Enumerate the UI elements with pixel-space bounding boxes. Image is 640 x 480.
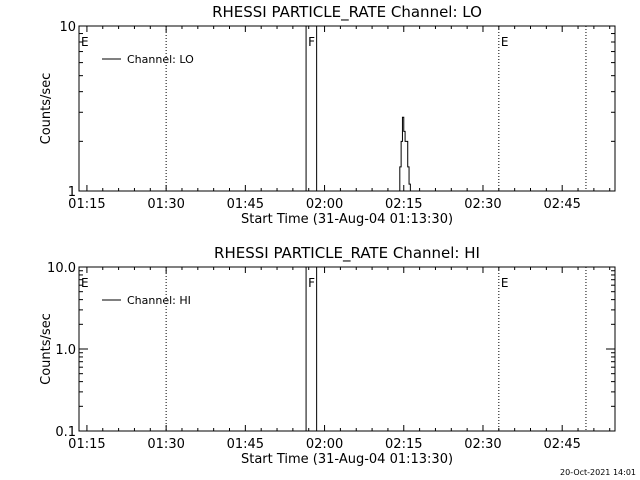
panel-1-x-tick-label: 02:15 — [385, 197, 422, 212]
panel-2-x-tick-label: 02:15 — [385, 437, 422, 452]
panel-2-plot-frame — [78, 266, 616, 432]
panel-1-y-tick-label: 10 — [59, 20, 76, 35]
panel-2-x-tick-label: 01:30 — [147, 437, 184, 452]
panel-1-marker-label-3: F — [308, 35, 315, 49]
panel-1-series-line — [79, 116, 615, 192]
panel-2-x-tick-label: 01:45 — [227, 437, 264, 452]
panel-1-plot-frame — [78, 25, 616, 192]
footer-timestamp: 20-Oct-2021 14:01 — [560, 468, 636, 477]
panel-2-y-axis-label: Counts/sec — [39, 313, 54, 385]
panel-1-marker-label-1: E — [81, 35, 89, 49]
panel-2-marker-label-1: E — [81, 276, 89, 290]
panel-2-x-axis-label: Start Time (31-Aug-04 01:13:30) — [241, 452, 453, 467]
panel-1-x-tick-label: 01:15 — [68, 197, 105, 212]
panel-2-x-tick-label: 02:00 — [306, 437, 343, 452]
panel-2-legend-label: Channel: HI — [127, 294, 191, 307]
panel-1-y-axis-label: Counts/sec — [39, 73, 54, 145]
panel-2-x-tick-label: 02:45 — [543, 437, 580, 452]
panel-1-x-tick-label: 02:45 — [543, 197, 580, 212]
panel-2-x-tick-label: 01:15 — [68, 437, 105, 452]
panel-1-x-tick-label: 02:00 — [306, 197, 343, 212]
panel-2-y-tick-label: 10.0 — [47, 261, 76, 276]
panel-1-marker-label-5: E — [501, 35, 509, 49]
panel-1-legend-label: Channel: LO — [127, 53, 194, 66]
panel-2-marker-label-3: F — [308, 276, 315, 290]
panel-1-x-axis-label: Start Time (31-Aug-04 01:13:30) — [241, 212, 453, 227]
panel-2-y-tick-label: 1.0 — [55, 343, 76, 358]
panel-1-x-tick-label: 01:45 — [227, 197, 264, 212]
panel-1-y-tick-label: 1 — [68, 185, 76, 200]
panel-1-x-tick-label: 01:30 — [147, 197, 184, 212]
panel-2-title: RHESSI PARTICLE_RATE Channel: HI — [214, 244, 480, 263]
panel-2-y-tick-label: 0.1 — [55, 425, 76, 440]
panel-2-marker-label-5: E — [501, 276, 509, 290]
panel-1-title: RHESSI PARTICLE_RATE Channel: LO — [212, 3, 482, 22]
panel-1-x-tick-label: 02:30 — [464, 197, 501, 212]
panel-2-x-tick-label: 02:30 — [464, 437, 501, 452]
